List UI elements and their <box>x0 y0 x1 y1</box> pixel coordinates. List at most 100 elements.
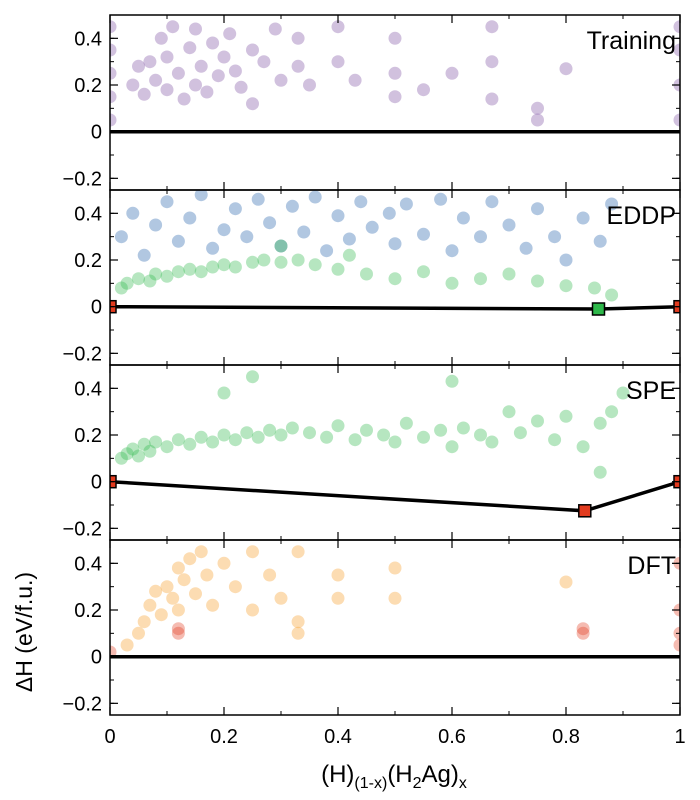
data-point <box>673 638 680 652</box>
y-tick-label: 0.4 <box>74 553 102 575</box>
data-point <box>434 423 448 437</box>
data-point <box>211 69 225 83</box>
data-point <box>417 265 430 279</box>
data-point <box>291 31 305 45</box>
data-point <box>160 269 174 283</box>
data-point <box>548 230 562 244</box>
data-point <box>143 274 157 288</box>
data-point <box>160 195 174 209</box>
data-point <box>166 591 180 605</box>
data-point <box>228 202 242 216</box>
data-point <box>183 262 197 276</box>
data-point <box>616 386 630 400</box>
data-point <box>303 78 316 92</box>
data-point <box>257 55 271 69</box>
data-point <box>291 626 305 640</box>
data-point <box>673 20 680 34</box>
data-point <box>576 622 590 636</box>
data-point <box>110 113 117 127</box>
data-point <box>417 430 430 444</box>
data-point <box>149 218 163 232</box>
data-point <box>531 274 544 288</box>
data-point <box>274 239 288 253</box>
data-point <box>149 584 163 598</box>
data-point <box>348 433 362 447</box>
panel-title: EDDP <box>607 202 676 230</box>
data-point <box>246 603 259 617</box>
panel-title: Training <box>587 27 676 55</box>
data-point <box>171 265 185 279</box>
data-point <box>342 248 356 262</box>
data-point <box>320 430 334 444</box>
data-point <box>331 591 345 605</box>
data-point <box>291 545 305 559</box>
data-point <box>143 598 157 612</box>
data-point <box>137 248 151 262</box>
data-point <box>559 575 573 589</box>
data-point <box>548 433 562 447</box>
data-point <box>474 272 487 286</box>
convex-hull-line <box>110 479 680 513</box>
data-point <box>605 197 619 211</box>
data-point <box>274 255 288 269</box>
panel-eddp: 0.4 0.2 0 −0.2 EDDP <box>63 189 681 366</box>
data-point <box>246 370 259 384</box>
data-point <box>274 591 288 605</box>
data-point <box>143 55 157 69</box>
data-point <box>246 43 259 57</box>
data-point <box>474 428 487 442</box>
hull-marker <box>578 504 592 518</box>
y-tick-label: 0.2 <box>74 75 102 97</box>
data-point <box>217 556 231 570</box>
data-point <box>268 22 282 36</box>
data-point <box>285 199 299 213</box>
data-point <box>160 580 174 594</box>
data-point <box>331 209 345 223</box>
data-point <box>160 83 174 97</box>
data-point <box>132 272 145 286</box>
data-point <box>445 244 459 258</box>
data-point <box>171 622 185 636</box>
data-point <box>126 78 140 92</box>
data-point <box>228 433 242 447</box>
data-point <box>149 435 163 449</box>
data-point <box>485 435 499 449</box>
data-point <box>308 190 322 204</box>
x-tick-label: 0.2 <box>210 726 238 748</box>
data-point <box>206 260 220 274</box>
panel-title: DFT <box>627 552 676 580</box>
data-point <box>183 437 197 451</box>
data-point <box>456 211 470 225</box>
y-axis-label: ΔH (eV/f.u.) <box>11 572 37 692</box>
x-tick-label: 1 <box>674 726 685 748</box>
data-point <box>171 433 185 447</box>
data-point <box>445 66 459 80</box>
data-point <box>331 262 345 276</box>
data-point <box>388 66 402 80</box>
data-point <box>171 234 185 248</box>
data-point <box>257 253 271 267</box>
data-point <box>502 267 516 281</box>
data-point <box>132 449 145 463</box>
data-point <box>200 568 214 582</box>
data-point <box>303 426 316 440</box>
data-point <box>531 113 544 127</box>
data-point <box>228 580 242 594</box>
data-point <box>331 20 345 34</box>
data-point <box>673 113 680 127</box>
data-point <box>240 230 254 244</box>
data-point <box>160 440 174 454</box>
data-point <box>189 78 202 92</box>
data-point <box>519 241 533 255</box>
data-point <box>445 276 459 290</box>
data-point <box>154 608 168 622</box>
data-point <box>308 258 322 272</box>
data-point <box>154 31 168 45</box>
data-point <box>166 20 180 34</box>
data-point <box>171 561 185 575</box>
data-point <box>217 223 231 237</box>
data-point <box>274 428 288 442</box>
data-point <box>263 216 277 230</box>
x-tick-label: 0.8 <box>552 726 580 748</box>
data-point <box>576 440 590 454</box>
